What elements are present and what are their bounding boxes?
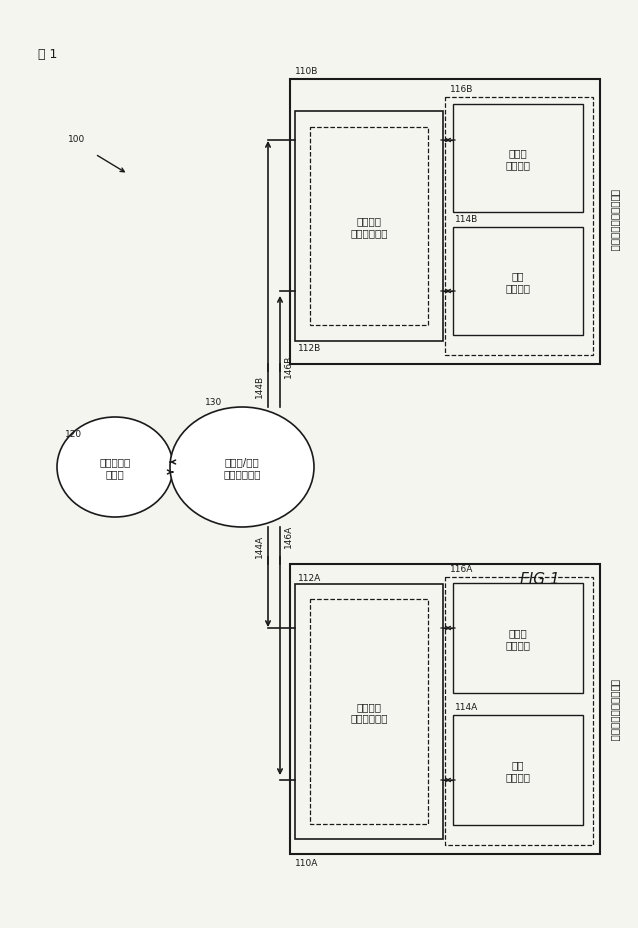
Text: 146A: 146A (284, 524, 293, 548)
Text: 発呼側ユーザデバイス: 発呼側ユーザデバイス (610, 678, 620, 741)
Text: 114A: 114A (455, 702, 478, 711)
Bar (453, 105, 583, 213)
Bar (295, 112, 443, 342)
Text: データ
サービス: データ サービス (505, 627, 531, 649)
Bar (453, 584, 583, 693)
Text: 116B: 116B (450, 84, 473, 94)
Text: 144B: 144B (255, 375, 264, 397)
Text: 144A: 144A (255, 535, 264, 558)
Text: ダイヤル
コントローラ: ダイヤル コントローラ (350, 701, 388, 723)
Text: 音声
サービス: 音声 サービス (505, 271, 531, 292)
Text: 146B: 146B (284, 354, 293, 378)
Text: 112A: 112A (298, 574, 322, 583)
Bar (290, 564, 600, 854)
Bar (310, 599, 428, 824)
Ellipse shape (170, 407, 314, 527)
Bar (310, 128, 428, 326)
Bar (295, 585, 443, 839)
Text: データ/音声
ネットワーク: データ/音声 ネットワーク (223, 457, 261, 478)
Text: 100: 100 (68, 135, 85, 144)
Text: 112B: 112B (298, 343, 322, 353)
Text: 音声
サービス: 音声 サービス (505, 759, 531, 781)
Text: 着呼側ユーザデバイス: 着呼側ユーザデバイス (610, 188, 620, 251)
Bar (445, 97, 593, 355)
Text: 130: 130 (205, 397, 222, 406)
Text: 114B: 114B (455, 214, 478, 224)
Text: コンテンツ
サーバ: コンテンツ サーバ (100, 457, 131, 478)
Text: 110B: 110B (295, 67, 318, 76)
Bar (290, 80, 600, 365)
Text: 図 1: 図 1 (38, 48, 57, 61)
Text: ダイヤル
コントローラ: ダイヤル コントローラ (350, 216, 388, 238)
Bar (445, 577, 593, 845)
Text: 110A: 110A (295, 858, 318, 867)
Text: データ
サービス: データ サービス (505, 148, 531, 170)
Bar (453, 715, 583, 825)
Text: FIG 1: FIG 1 (520, 572, 560, 586)
Bar (453, 227, 583, 336)
Text: 116A: 116A (450, 564, 473, 574)
Ellipse shape (57, 418, 173, 518)
Text: 120: 120 (65, 430, 82, 439)
